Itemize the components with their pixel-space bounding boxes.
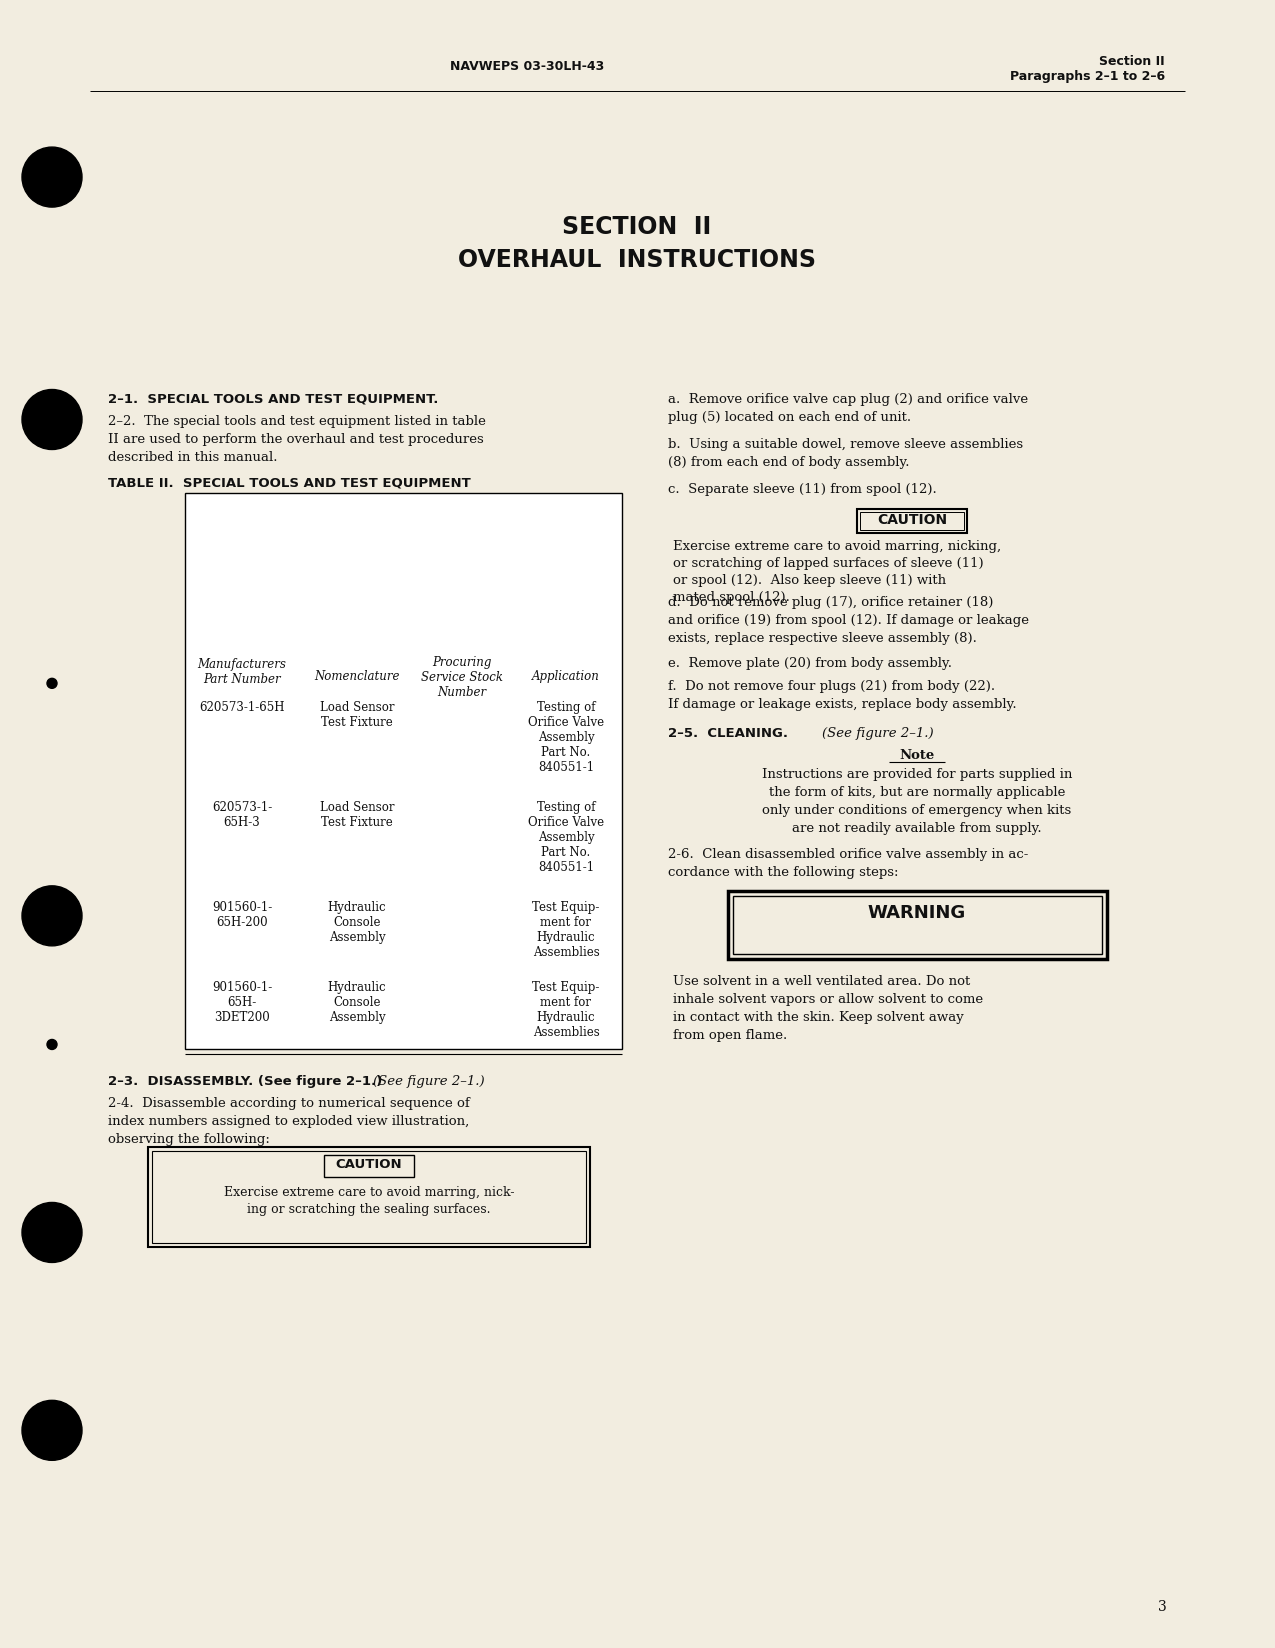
Text: (8) from each end of body assembly.: (8) from each end of body assembly. [668,456,909,468]
Bar [324,1155,414,1177]
Text: 901560-1-
65H-
3DET200: 901560-1- 65H- 3DET200 [212,981,272,1023]
Text: plug (5) located on each end of unit.: plug (5) located on each end of unit. [668,410,912,424]
Text: b.  Using a suitable dowel, remove sleeve assemblies: b. Using a suitable dowel, remove sleeve… [668,438,1023,450]
Text: Load Sensor
Test Fixture: Load Sensor Test Fixture [320,801,394,829]
Text: Test Equip-
ment for
Hydraulic
Assemblies: Test Equip- ment for Hydraulic Assemblie… [533,981,599,1038]
Text: OVERHAUL  INSTRUCTIONS: OVERHAUL INSTRUCTIONS [458,247,816,272]
Circle shape [22,1203,82,1262]
Text: or spool (12).  Also keep sleeve (11) with: or spool (12). Also keep sleeve (11) wit… [673,574,946,587]
Text: Note: Note [899,748,935,761]
Bar [185,494,622,1050]
Text: index numbers assigned to exploded view illustration,: index numbers assigned to exploded view … [108,1114,469,1127]
Text: a.  Remove orifice valve cap plug (2) and orifice valve: a. Remove orifice valve cap plug (2) and… [668,392,1028,405]
Text: WARNING: WARNING [868,903,966,921]
Text: Use solvent in a well ventilated area. Do not: Use solvent in a well ventilated area. D… [673,974,970,987]
Bar [152,1152,586,1243]
Text: Exercise extreme care to avoid marring, nicking,: Exercise extreme care to avoid marring, … [673,539,1001,552]
Text: Exercise extreme care to avoid marring, nick-: Exercise extreme care to avoid marring, … [223,1185,514,1198]
Circle shape [22,887,82,946]
Text: f.  Do not remove four plugs (21) from body (22).: f. Do not remove four plugs (21) from bo… [668,679,994,692]
Text: (See figure 2–1.): (See figure 2–1.) [374,1074,484,1088]
Text: Testing of
Orifice Valve
Assembly
Part No.
840551-1: Testing of Orifice Valve Assembly Part N… [528,801,604,873]
Bar [733,897,1102,954]
Text: Testing of
Orifice Valve
Assembly
Part No.
840551-1: Testing of Orifice Valve Assembly Part N… [528,700,604,773]
Text: Nomenclature: Nomenclature [314,669,400,682]
Text: only under conditions of emergency when kits: only under conditions of emergency when … [762,804,1071,816]
Text: 2–1.  SPECIAL TOOLS AND TEST EQUIPMENT.: 2–1. SPECIAL TOOLS AND TEST EQUIPMENT. [108,392,439,405]
Text: in contact with the skin. Keep solvent away: in contact with the skin. Keep solvent a… [673,1010,964,1023]
Text: Hydraulic
Console
Assembly: Hydraulic Console Assembly [328,981,386,1023]
Text: ing or scratching the sealing surfaces.: ing or scratching the sealing surfaces. [247,1203,491,1215]
Text: CAUTION: CAUTION [877,513,947,527]
Text: observing the following:: observing the following: [108,1132,270,1145]
Text: Procuring
Service Stock
Number: Procuring Service Stock Number [421,656,504,699]
Text: d.  Do not remove plug (17), orifice retainer (18): d. Do not remove plug (17), orifice reta… [668,595,993,608]
Circle shape [22,148,82,208]
Text: 2–2.  The special tools and test equipment listed in table: 2–2. The special tools and test equipmen… [108,415,486,428]
Text: Load Sensor
Test Fixture: Load Sensor Test Fixture [320,700,394,728]
Circle shape [47,679,57,689]
Text: mated spool (12).: mated spool (12). [673,590,790,603]
Bar [861,513,964,531]
Text: c.  Separate sleeve (11) from spool (12).: c. Separate sleeve (11) from spool (12). [668,483,937,496]
Circle shape [47,1040,57,1050]
Bar [728,892,1107,959]
Text: 901560-1-
65H-200: 901560-1- 65H-200 [212,900,272,928]
Text: 3: 3 [1158,1599,1167,1613]
Text: NAVWEPS 03-30LH-43: NAVWEPS 03-30LH-43 [450,59,604,73]
Text: inhale solvent vapors or allow solvent to come: inhale solvent vapors or allow solvent t… [673,992,983,1005]
Text: and orifice (19) from spool (12). If damage or leakage: and orifice (19) from spool (12). If dam… [668,613,1029,626]
Text: from open flame.: from open flame. [673,1028,787,1042]
Text: Instructions are provided for parts supplied in: Instructions are provided for parts supp… [761,768,1072,781]
Text: SECTION  II: SECTION II [562,214,711,239]
Bar [148,1147,590,1248]
Text: Hydraulic
Console
Assembly: Hydraulic Console Assembly [328,900,386,943]
Text: If damage or leakage exists, replace body assembly.: If damage or leakage exists, replace bod… [668,697,1016,710]
Text: cordance with the following steps:: cordance with the following steps: [668,865,899,878]
Bar [857,509,966,534]
Text: e.  Remove plate (20) from body assembly.: e. Remove plate (20) from body assembly. [668,656,952,669]
Text: exists, replace respective sleeve assembly (8).: exists, replace respective sleeve assemb… [668,631,977,644]
Text: Application: Application [532,669,601,682]
Text: the form of kits, but are normally applicable: the form of kits, but are normally appli… [769,786,1065,799]
Text: Paragraphs 2–1 to 2–6: Paragraphs 2–1 to 2–6 [1010,69,1165,82]
Circle shape [22,391,82,450]
Text: described in this manual.: described in this manual. [108,450,278,463]
Text: (See figure 2–1.): (See figure 2–1.) [822,727,933,740]
Text: CAUTION: CAUTION [335,1157,403,1170]
Text: 2–5.  CLEANING.: 2–5. CLEANING. [668,727,793,740]
Text: are not readily available from supply.: are not readily available from supply. [792,821,1042,834]
Text: Section II: Section II [1099,54,1165,68]
Text: Manufacturers
Part Number: Manufacturers Part Number [198,658,287,686]
Text: TABLE II.  SPECIAL TOOLS AND TEST EQUIPMENT: TABLE II. SPECIAL TOOLS AND TEST EQUIPME… [108,476,470,489]
Text: Test Equip-
ment for
Hydraulic
Assemblies: Test Equip- ment for Hydraulic Assemblie… [533,900,599,959]
Text: 2-6.  Clean disassembled orifice valve assembly in ac-: 2-6. Clean disassembled orifice valve as… [668,847,1029,860]
Text: II are used to perform the overhaul and test procedures: II are used to perform the overhaul and … [108,433,483,445]
Circle shape [22,1401,82,1460]
Text: 2-4.  Disassemble according to numerical sequence of: 2-4. Disassemble according to numerical … [108,1096,469,1109]
Text: 2–3.  DISASSEMBLY. ​(See figure 2–1.): 2–3. DISASSEMBLY. ​(See figure 2–1.) [108,1074,382,1088]
Text: 620573-1-65H: 620573-1-65H [199,700,284,714]
Text: or scratching of lapped surfaces of sleeve (11): or scratching of lapped surfaces of slee… [673,557,983,570]
Text: 620573-1-
65H-3: 620573-1- 65H-3 [212,801,272,829]
